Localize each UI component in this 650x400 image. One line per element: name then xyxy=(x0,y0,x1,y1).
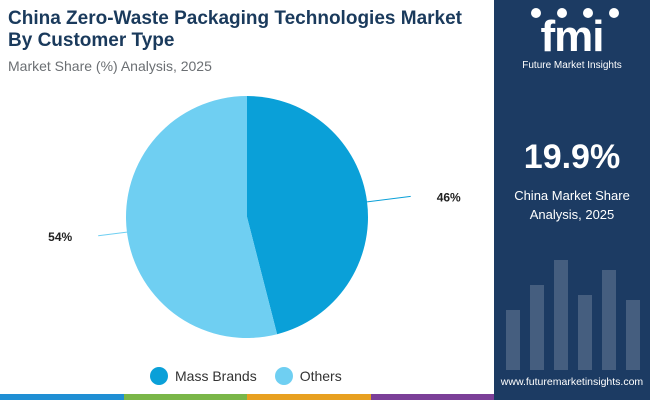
legend-item-others: Others xyxy=(274,367,342,385)
legend-item-mass-brands: Mass Brands xyxy=(150,367,257,385)
chart-subtitle: Market Share (%) Analysis, 2025 xyxy=(8,58,212,74)
legend-label-mass-brands: Mass Brands xyxy=(175,368,257,384)
bottom-bar-segment-2 xyxy=(123,394,247,400)
market-share-label-line1: China Market Share xyxy=(514,188,630,203)
side-panel: fmi Future Market Insights 19.9% China M… xyxy=(494,0,650,400)
logo-icons xyxy=(531,8,619,18)
logo-wordmark: fmi xyxy=(540,12,605,61)
pie-slice-mass-brands xyxy=(247,96,368,335)
chart-legend: Mass Brands Others xyxy=(150,365,342,387)
fmi-logo: fmi Future Market Insights xyxy=(512,6,632,72)
chart-title: China Zero-Waste Packaging Technologies … xyxy=(8,8,462,51)
pie-chart: 46% 54% xyxy=(48,96,461,339)
bottom-bar-segment-1 xyxy=(0,394,124,400)
leader-line-mass-brands xyxy=(366,195,411,203)
legend-swatch-mass-brands xyxy=(150,367,168,385)
logo-caption: Future Market Insights xyxy=(522,60,622,71)
website-url: www.futuremarketinsights.com xyxy=(500,376,644,388)
bottom-color-bar xyxy=(0,394,494,400)
legend-swatch-others xyxy=(274,367,293,385)
market-share-label: China Market Share Analysis, 2025 xyxy=(494,186,650,224)
data-label-others: 54% xyxy=(48,230,72,244)
decorative-bars-graphic xyxy=(506,260,640,370)
data-label-mass-brands: 46% xyxy=(437,190,461,204)
pie-slice-others xyxy=(125,96,278,339)
bottom-bar-segment-4 xyxy=(370,394,494,400)
market-share-value: 19.9% xyxy=(523,138,621,176)
bottom-bar-segment-3 xyxy=(247,394,371,400)
leader-line-others xyxy=(98,231,128,237)
market-share-label-line2: Analysis, 2025 xyxy=(529,207,615,222)
legend-label-others: Others xyxy=(299,368,342,384)
